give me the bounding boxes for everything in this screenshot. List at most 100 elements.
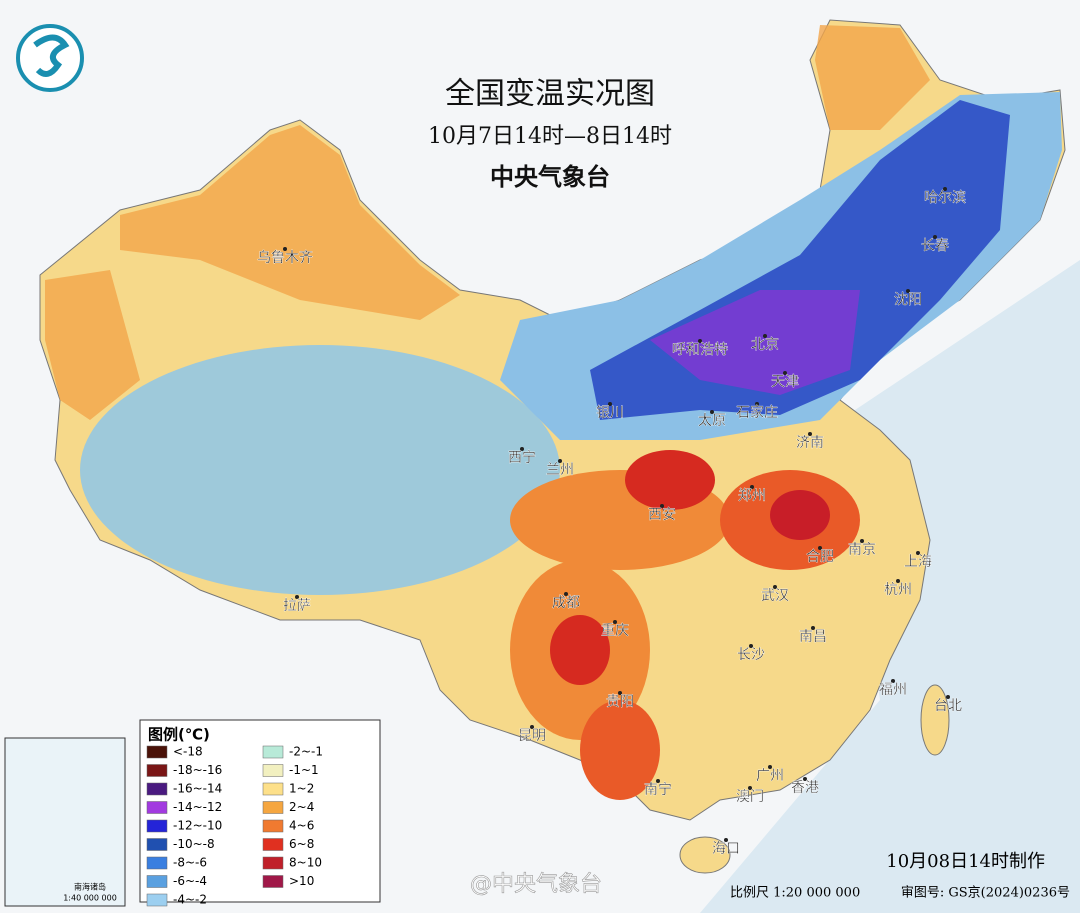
city-label: 香港: [791, 780, 819, 796]
city-label: 福州: [879, 682, 907, 698]
legend-swatch: [146, 819, 168, 833]
legend-frame: [139, 719, 381, 903]
city-label: 西安: [648, 507, 676, 523]
legend-swatch: [146, 893, 168, 907]
cool-zone: [80, 345, 560, 595]
city-dot: [808, 432, 812, 436]
legend: 图例(℃) <-18 -18~-16 -16~-14 -14~-12 -12~-10 -1…: [139, 719, 381, 907]
city-dot: [749, 644, 753, 648]
legend-swatch: [262, 856, 284, 870]
legend-swatch: [146, 856, 168, 870]
legend-swatch: [146, 782, 168, 796]
city-label: 乌鲁木齐: [257, 250, 313, 266]
city-dot: [710, 410, 714, 414]
city-label: 兰州: [546, 462, 574, 478]
city-label: 北京: [751, 337, 779, 353]
hot-zone: [625, 450, 715, 510]
city-label: 沈阳: [894, 292, 922, 308]
city-label: 台北: [934, 698, 962, 714]
inset-title: 南海诸岛: [74, 882, 106, 892]
logo: [16, 24, 84, 92]
city-label: 昆明: [518, 728, 546, 744]
legend-label: >10: [289, 874, 314, 888]
legend-label: -10~-8: [173, 837, 215, 851]
city-label: 银川: [596, 405, 624, 421]
city-label: 郑州: [738, 488, 766, 504]
hot-zone: [770, 490, 830, 540]
inset-scale: 1:40 000 000: [63, 894, 117, 903]
taiwan: [920, 684, 950, 756]
city-dot: [748, 786, 752, 790]
city-label: 长春: [921, 238, 949, 254]
hot-zone: [550, 615, 610, 685]
agency: 中央气象台: [490, 163, 610, 191]
legend-swatch: [262, 819, 284, 833]
city-label: 上海: [904, 554, 932, 570]
city-dot: [896, 579, 900, 583]
city-label: 广州: [756, 768, 784, 784]
legend-label: -8~-6: [173, 856, 207, 870]
legend-swatch: [146, 875, 168, 888]
legend-title: 图例(℃): [148, 726, 210, 744]
city-dot: [520, 447, 524, 451]
city-dot: [891, 679, 895, 683]
city-label: 海口: [712, 841, 740, 857]
city-label: 拉萨: [283, 598, 311, 614]
inset: 南海诸岛 1:40 000 000: [4, 737, 126, 907]
legend-swatch: [146, 801, 168, 814]
city-label: 重庆: [601, 623, 629, 639]
city-label: 成都: [552, 595, 580, 611]
watermark: @中央气象台: [470, 872, 602, 897]
city-dot: [768, 765, 772, 769]
city-dot: [916, 551, 920, 555]
city-dot: [656, 779, 660, 783]
city-label: 南昌: [799, 629, 827, 645]
city-dot: [946, 695, 950, 699]
city-dot: [818, 546, 822, 550]
city-label: 南京: [848, 542, 876, 558]
subtitle: 10月7日14时—8日14时: [428, 124, 672, 149]
city-dot: [530, 725, 534, 729]
cold-peak: [650, 290, 860, 395]
city-dot: [618, 691, 622, 695]
city-dot: [773, 585, 777, 589]
city-dot: [763, 334, 767, 338]
legend-swatch: [262, 745, 284, 759]
city-dot: [283, 247, 287, 251]
city-dot: [724, 838, 728, 842]
legend-label: 1~2: [289, 782, 314, 796]
scale: 比例尺 1:20 000 000: [730, 886, 860, 901]
city-label: 石家庄: [736, 404, 778, 421]
city-dot: [660, 504, 664, 508]
legend-label: -14~-12: [173, 800, 222, 814]
city-label: 太原: [698, 413, 726, 429]
city-label: 呼和浩特: [672, 342, 728, 358]
legend-label: 8~10: [289, 856, 322, 870]
city-dot: [295, 595, 299, 599]
city-dot: [564, 592, 568, 596]
city-dot: [860, 539, 864, 543]
city-dot: [698, 339, 702, 343]
approval: 审图号: GS京(2024)0236号: [901, 886, 1070, 901]
legend-swatch: [262, 875, 284, 888]
legend-swatch: [262, 782, 284, 796]
legend-swatch: [146, 745, 168, 759]
city-label: 哈尔滨: [924, 190, 966, 206]
city-dot: [558, 459, 562, 463]
legend-label: 6~8: [289, 837, 314, 851]
city-label: 南宁: [644, 781, 672, 798]
legend-label: -18~-16: [173, 763, 222, 777]
city-label: 贵阳: [606, 694, 634, 710]
warm-zone: [815, 25, 930, 130]
legend-label: -4~-2: [173, 893, 207, 907]
hainan: [679, 836, 731, 874]
warm-zone: [120, 125, 460, 320]
city-dot: [750, 485, 754, 489]
city-label: 济南: [796, 435, 824, 451]
legend-swatch: [262, 801, 284, 814]
city-label: 合肥: [806, 549, 834, 565]
legend-label: -6~-4: [173, 874, 207, 888]
legend-label: 4~6: [289, 819, 314, 833]
city-label: 长沙: [737, 647, 765, 663]
